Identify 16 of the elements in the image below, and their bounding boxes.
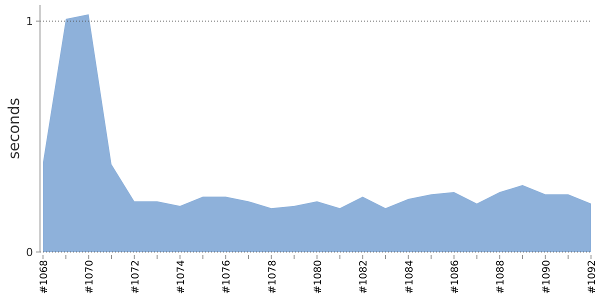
y-tick-label: 0 xyxy=(26,246,33,259)
x-tick-label: #1084 xyxy=(404,260,416,294)
x-tick-label: #1092 xyxy=(587,260,598,294)
x-tick-label: #1070 xyxy=(84,260,96,294)
x-tick-label: #1086 xyxy=(450,260,461,294)
x-tick-label: #1090 xyxy=(541,260,552,294)
y-tick-label: 1 xyxy=(26,15,33,28)
x-tick-label: #1068 xyxy=(39,260,50,294)
x-tick-label: #1080 xyxy=(313,260,324,294)
x-tick-label: #1072 xyxy=(130,260,142,294)
x-tick-label: #1078 xyxy=(267,260,278,294)
x-tick-label: #1088 xyxy=(496,260,507,294)
x-tick-label: #1074 xyxy=(176,260,187,294)
y-axis-title: seconds xyxy=(5,98,23,160)
x-tick-label: #1082 xyxy=(358,260,370,294)
x-tick-label: #1076 xyxy=(222,260,233,294)
